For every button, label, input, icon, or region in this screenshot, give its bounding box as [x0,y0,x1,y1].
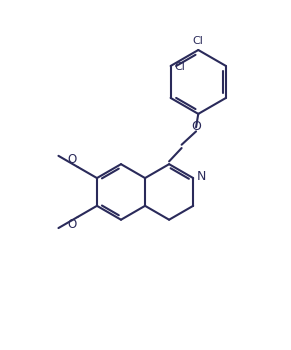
Text: Cl: Cl [193,36,204,46]
Text: N: N [197,170,206,183]
Text: O: O [67,153,76,166]
Text: Cl: Cl [175,62,186,72]
Text: O: O [191,120,201,133]
Text: O: O [67,218,76,231]
